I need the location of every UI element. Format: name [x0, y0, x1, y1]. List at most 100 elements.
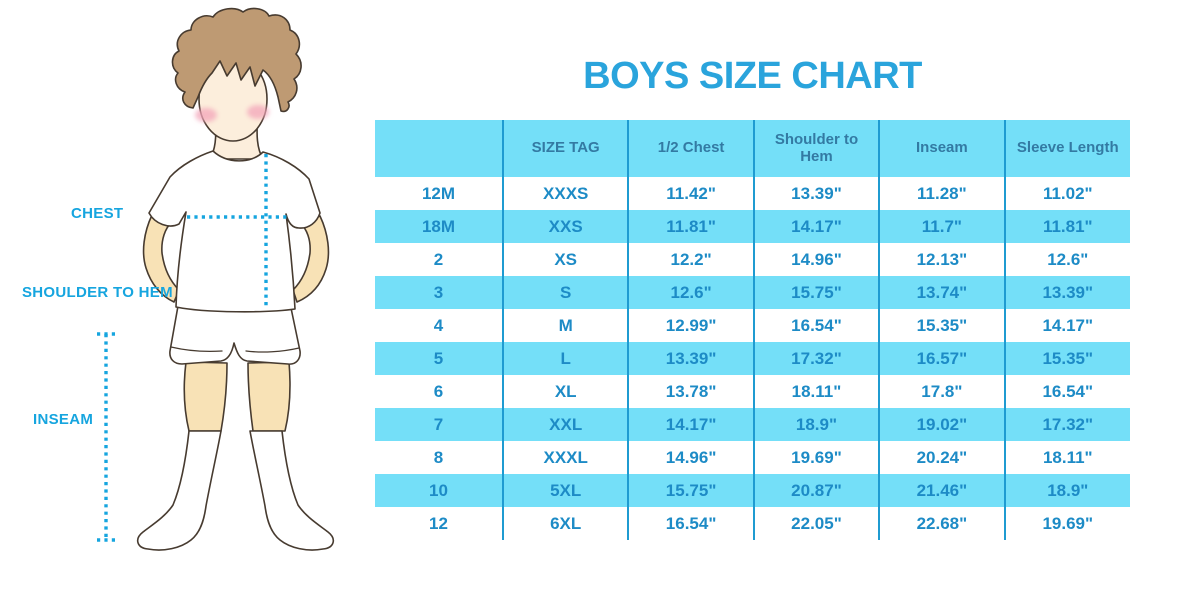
cell-shoulder-to-hem: 18.9" [752, 408, 880, 441]
cell-size-tag: XXXS [501, 177, 629, 210]
cell-size-tag: 5XL [501, 474, 629, 507]
cell-sleeve-length: 16.54" [1003, 375, 1130, 408]
cell-inseam: 11.28" [878, 177, 1005, 210]
column-header-half-chest: 1/2 Chest [627, 120, 754, 177]
cell-inseam: 22.68" [878, 507, 1005, 540]
cell-sleeve-length: 11.02" [1003, 177, 1130, 210]
column-header-size [375, 120, 503, 177]
table-row: 18M XXS 11.81" 14.17" 11.7" 11.81" [375, 210, 1130, 243]
cell-shoulder-to-hem: 18.11" [752, 375, 880, 408]
cell-shoulder-to-hem: 15.75" [752, 276, 880, 309]
table-row: 10 5XL 15.75" 20.87" 21.46" 18.9" [375, 474, 1130, 507]
cell-shoulder-to-hem: 17.32" [752, 342, 880, 375]
shorts-cuff-line-left [170, 346, 223, 353]
cell-size-tag: XXXL [501, 441, 629, 474]
cell-size-tag: XXS [501, 210, 629, 243]
cell-sleeve-length: 11.81" [1003, 210, 1130, 243]
cell-half-chest: 11.81" [627, 210, 754, 243]
cell-size: 2 [433, 249, 444, 269]
cell-half-chest: 13.39" [627, 342, 754, 375]
cell-half-chest: 14.96" [627, 441, 754, 474]
cell-shoulder-to-hem: 16.54" [752, 309, 880, 342]
right-arm-shape [292, 215, 330, 303]
right-cheek-blush [247, 105, 269, 119]
cell-size: 4 [433, 315, 444, 335]
cell-size: 7 [375, 408, 503, 441]
cell-shoulder-to-hem: 20.87" [752, 474, 880, 507]
table-row: 4 M 12.99" 16.54" 15.35" 14.17" [375, 309, 1130, 342]
cell-sleeve-length: 15.35" [1003, 342, 1130, 375]
cell-inseam: 20.24" [878, 441, 1005, 474]
cell-inseam: 16.57" [878, 342, 1005, 375]
cell-size-tag: XXL [501, 408, 629, 441]
cell-half-chest: 12.2" [627, 243, 754, 276]
cell-size-tag: L [501, 342, 629, 375]
page-title: BOYS SIZE CHART [583, 55, 922, 98]
cell-size: 10 [375, 474, 503, 507]
inseam-label: INSEAM [33, 411, 94, 428]
cell-half-chest: 13.78" [627, 375, 754, 408]
table-row: 12 6XL 16.54" 22.05" 22.68" 19.69" [375, 507, 1130, 540]
column-header-size-tag: SIZE TAG [501, 120, 629, 177]
table-row: 7 XXL 14.17" 18.9" 19.02" 17.32" [375, 408, 1130, 441]
table-row: 6 XL 13.78" 18.11" 17.8" 16.54" [375, 375, 1130, 408]
table-row: 5 L 13.39" 17.32" 16.57" 15.35" [375, 342, 1130, 375]
cell-size: 12 [429, 513, 448, 533]
cell-sleeve-length: 19.69" [1003, 507, 1130, 540]
shorts-cuff-line-right [245, 347, 300, 353]
cell-inseam: 19.02" [878, 408, 1005, 441]
cell-size: 12M [421, 183, 456, 203]
cell-size: 18M [375, 210, 503, 243]
cell-sleeve-length: 18.11" [1003, 441, 1130, 474]
left-sock-shape [136, 430, 222, 551]
column-header-inseam: Inseam [878, 120, 1005, 177]
cell-half-chest: 11.42" [627, 177, 754, 210]
chest-label: CHEST [71, 205, 124, 222]
cell-shoulder-to-hem: 14.17" [752, 210, 880, 243]
left-leg-shape [183, 361, 228, 432]
table-row: 2 XS 12.2" 14.96" 12.13" 12.6" [375, 243, 1130, 276]
cell-inseam: 12.13" [878, 243, 1005, 276]
cell-size-tag: XL [501, 375, 629, 408]
cell-half-chest: 12.6" [627, 276, 754, 309]
cell-size-tag: S [501, 276, 629, 309]
table-row: 8 XXXL 14.96" 19.69" 20.24" 18.11" [375, 441, 1130, 474]
measurement-diagram: CHEST SHOULDER TO HEM INSEAM [0, 0, 375, 600]
left-cheek-blush [195, 108, 217, 122]
cell-half-chest: 12.99" [627, 309, 754, 342]
cell-inseam: 11.7" [878, 210, 1005, 243]
shoulder-to-hem-label: SHOULDER TO HEM [22, 284, 173, 301]
boy-illustration [97, 7, 335, 551]
shorts-shape [169, 305, 301, 365]
table-row: 12M XXXS 11.42" 13.39" 11.28" 11.02" [375, 177, 1130, 210]
cell-inseam: 15.35" [878, 309, 1005, 342]
header-row: SIZE TAG 1/2 Chest Shoulder to Hem Insea… [375, 120, 1130, 177]
cell-shoulder-to-hem: 14.96" [752, 243, 880, 276]
cell-inseam: 13.74" [878, 276, 1005, 309]
cell-sleeve-length: 18.9" [1003, 474, 1130, 507]
cell-size-tag: XS [501, 243, 629, 276]
cell-sleeve-length: 14.17" [1003, 309, 1130, 342]
cell-half-chest: 14.17" [627, 408, 754, 441]
cell-size-tag: 6XL [501, 507, 629, 540]
size-table: SIZE TAG 1/2 Chest Shoulder to Hem Insea… [375, 120, 1130, 540]
cell-size: 6 [433, 381, 444, 401]
cell-sleeve-length: 13.39" [1003, 276, 1130, 309]
right-sock-shape [249, 430, 335, 551]
tshirt-shape [148, 150, 321, 313]
hair-shape [171, 7, 302, 113]
cell-inseam: 21.46" [878, 474, 1005, 507]
column-header-sleeve-length: Sleeve Length [1003, 120, 1130, 177]
cell-sleeve-length: 12.6" [1003, 243, 1130, 276]
right-leg-shape [247, 361, 291, 432]
cell-size-tag: M [501, 309, 629, 342]
cell-shoulder-to-hem: 19.69" [752, 441, 880, 474]
table-row: 3 S 12.6" 15.75" 13.74" 13.39" [375, 276, 1130, 309]
cell-half-chest: 15.75" [627, 474, 754, 507]
cell-sleeve-length: 17.32" [1003, 408, 1130, 441]
cell-inseam: 17.8" [878, 375, 1005, 408]
cell-size: 5 [375, 342, 503, 375]
cell-size: 3 [375, 276, 503, 309]
column-header-shoulder-to-hem: Shoulder to Hem [752, 120, 880, 177]
